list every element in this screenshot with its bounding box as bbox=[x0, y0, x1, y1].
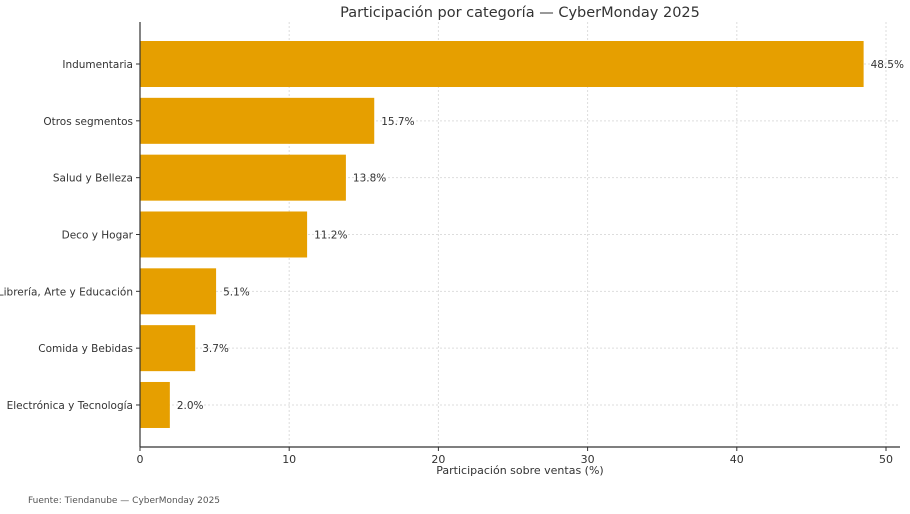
bar bbox=[140, 211, 308, 258]
data-label: 5.1% bbox=[223, 286, 250, 298]
y-tick-label: Electrónica y Tecnología bbox=[7, 400, 133, 412]
x-tick-label: 40 bbox=[730, 453, 744, 466]
x-tick-label: 20 bbox=[431, 453, 445, 466]
x-tick-label: 10 bbox=[282, 453, 296, 466]
chart-title: Participación por categoría — CyberMonda… bbox=[340, 5, 700, 21]
footnote: Fuente: Tiendanube — CyberMonday 2025 bbox=[28, 496, 220, 506]
bar bbox=[140, 268, 217, 315]
y-tick-label: Deco y Hogar bbox=[62, 229, 134, 241]
data-label: 13.8% bbox=[353, 173, 386, 185]
y-tick-label: Librería, Arte y Educación bbox=[0, 286, 133, 298]
bars: 48.5% 15.7% 13.8% 11.2% 5.1% 3.7% 2.0% bbox=[140, 41, 904, 428]
data-label: 3.7% bbox=[202, 343, 229, 355]
y-tick-label: Indumentaria bbox=[62, 59, 133, 71]
x-tick-label: 50 bbox=[879, 453, 893, 466]
data-label: 15.7% bbox=[381, 116, 414, 128]
y-tick-label: Otros segmentos bbox=[43, 116, 133, 128]
y-tick-label: Comida y Bebidas bbox=[38, 343, 133, 355]
y-tick-label: Salud y Belleza bbox=[53, 173, 133, 185]
x-tick-label: 30 bbox=[581, 453, 595, 466]
bar bbox=[140, 325, 196, 372]
ticks: 0 10 20 30 40 50 Indumentaria Otros segmentos Sa… bbox=[0, 59, 893, 466]
bar bbox=[140, 381, 170, 428]
data-label: 2.0% bbox=[177, 400, 204, 412]
bar bbox=[140, 97, 375, 144]
bar bbox=[140, 154, 346, 201]
x-axis-label: Participación sobre ventas (%) bbox=[436, 464, 603, 477]
data-label: 11.2% bbox=[314, 229, 347, 241]
bar bbox=[140, 41, 864, 87]
x-tick-label: 0 bbox=[137, 453, 144, 466]
data-label: 48.5% bbox=[871, 59, 904, 71]
